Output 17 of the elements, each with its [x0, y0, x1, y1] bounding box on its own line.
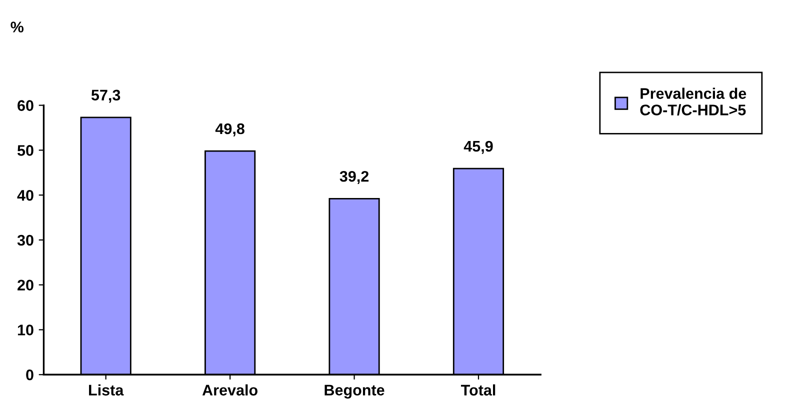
x-tick-label: Begonte: [324, 384, 384, 399]
legend-label: Prevalencia de CO-T/C-HDL>5: [640, 88, 746, 116]
y-tick-label: 40: [17, 190, 34, 201]
data-label: 45,9: [464, 140, 493, 154]
x-tick-label: Arevalo: [202, 384, 258, 396]
data-label: 39,2: [340, 170, 369, 184]
y-tick-label: 30: [17, 234, 34, 246]
y-tick-label: 60: [18, 100, 34, 111]
y-tick-label: 20: [18, 280, 34, 291]
y-axis-title: %: [10, 22, 24, 32]
data-label: 57,3: [91, 90, 120, 103]
x-tick-label: Lista: [89, 384, 124, 396]
y-tick-label: 50: [17, 145, 34, 156]
y-tick-label: 0: [26, 369, 34, 380]
y-tick-label: 10: [18, 324, 34, 336]
x-tick-label: Total: [460, 384, 496, 396]
data-label: 49,8: [215, 123, 244, 136]
